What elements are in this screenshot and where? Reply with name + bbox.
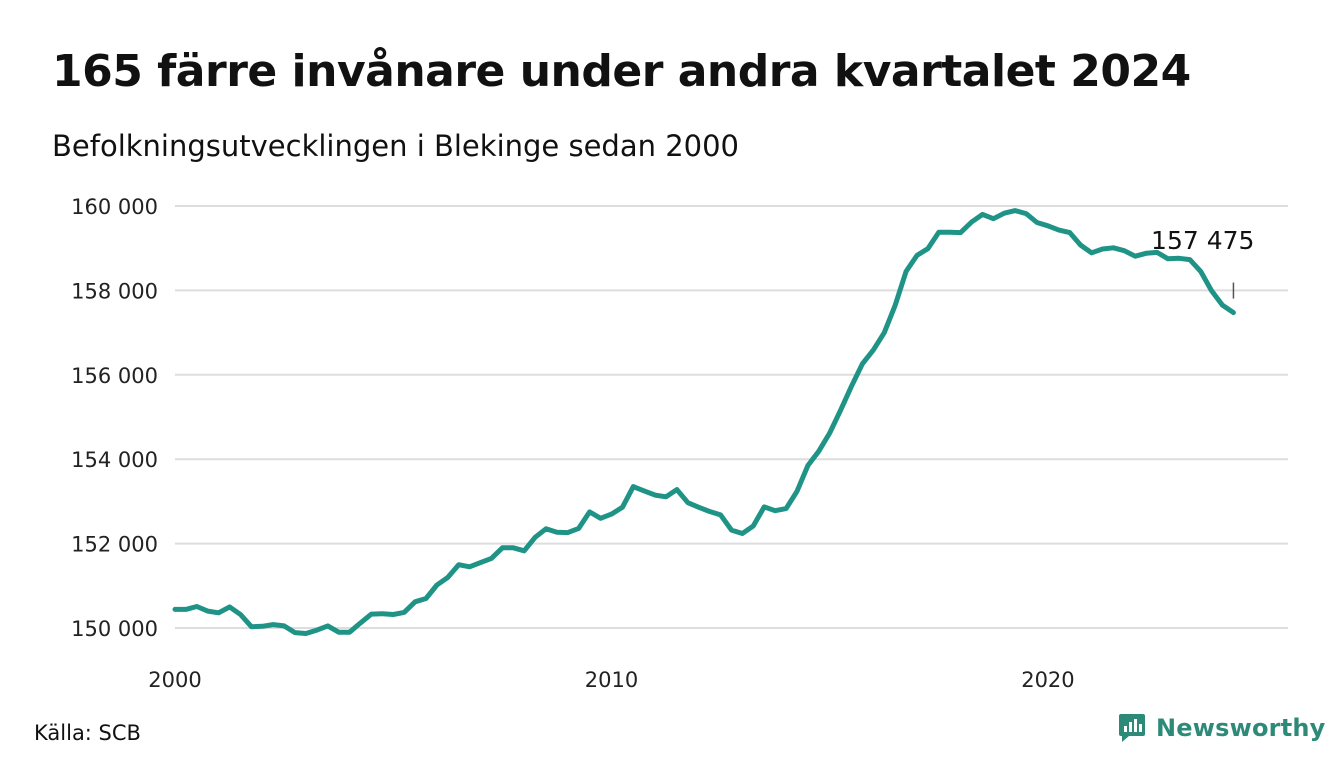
x-tick-label: 2020 xyxy=(1021,668,1074,692)
end-value-label: 157 475 xyxy=(1151,226,1254,255)
chart-title: 165 färre invånare under andra kvartalet… xyxy=(52,46,1191,97)
series-line xyxy=(172,208,1236,636)
y-tick-label: 156 000 xyxy=(71,364,158,388)
y-tick-label: 150 000 xyxy=(71,617,158,641)
line-chart: 150 000 152 000 154 000 156 000 158 000 160 0… xyxy=(71,195,1288,692)
y-tick-label: 158 000 xyxy=(71,279,158,303)
y-tick-label: 152 000 xyxy=(71,533,158,557)
x-tick-label: 2010 xyxy=(585,668,638,692)
brand-name: Newsworthy xyxy=(1156,714,1326,742)
x-tick-label: 2000 xyxy=(148,668,201,692)
brand-logo: Newsworthy xyxy=(1118,712,1326,744)
newsworthy-logo-icon xyxy=(1119,714,1145,742)
y-tick-label: 154 000 xyxy=(71,448,158,472)
y-tick-label: 160 000 xyxy=(71,195,158,219)
chart-subtitle: Befolkningsutvecklingen i Blekinge sedan… xyxy=(52,129,740,163)
source-label: Källa: SCB xyxy=(34,721,141,745)
